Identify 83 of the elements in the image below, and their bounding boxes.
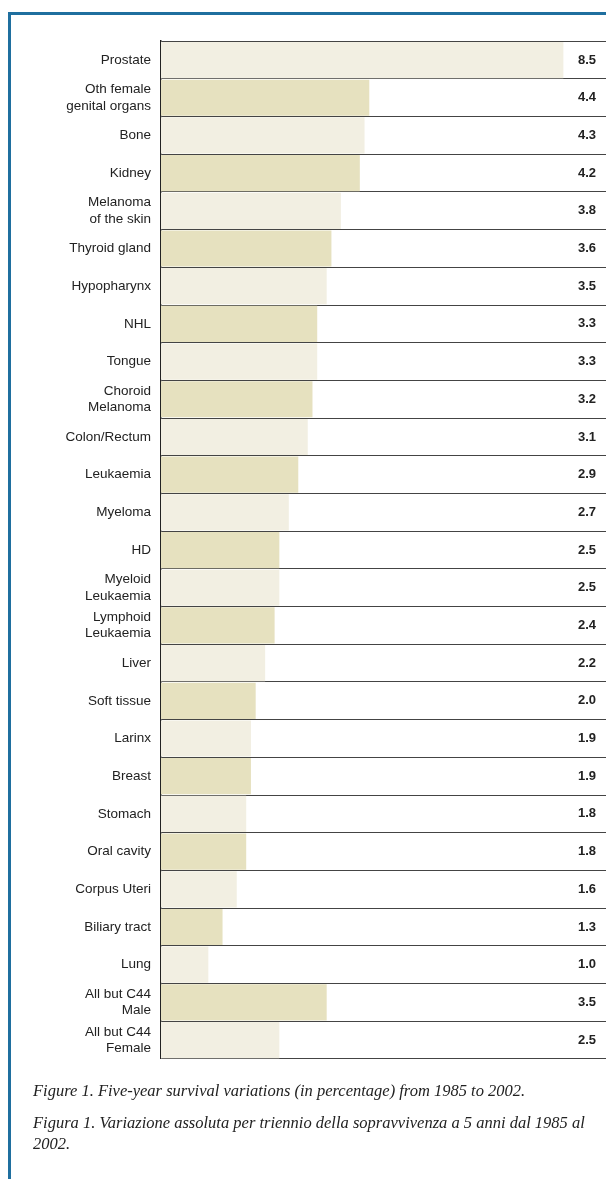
y-tick-label: Choroid Melanoma xyxy=(87,382,152,415)
bar xyxy=(161,908,223,946)
y-tick-label: Breast xyxy=(111,767,152,783)
data-label: 3.1 xyxy=(577,428,596,444)
bar xyxy=(161,795,247,832)
data-label: 1.6 xyxy=(577,880,596,896)
y-tick-label: Liver xyxy=(121,654,152,670)
y-tick-label: Kidney xyxy=(109,164,152,180)
bar xyxy=(161,871,237,908)
bar xyxy=(161,117,365,154)
data-label: 3.5 xyxy=(577,993,596,1009)
data-label: 2.4 xyxy=(577,617,597,633)
data-label: 4.2 xyxy=(577,164,596,180)
bar xyxy=(161,494,289,531)
y-tick-label: Oth female genital organs xyxy=(66,81,152,113)
y-tick-label: Lung xyxy=(120,956,151,972)
bar xyxy=(161,833,247,870)
y-tick-label: Hypopharynx xyxy=(71,277,152,293)
y-tick-label: Bone xyxy=(119,127,151,143)
bar xyxy=(161,155,360,192)
data-label: 4.4 xyxy=(577,89,597,105)
y-tick-label: Thyroid gland xyxy=(69,240,151,256)
data-label: 1.3 xyxy=(577,918,596,934)
data-label: 1.9 xyxy=(577,730,596,746)
bar xyxy=(161,79,370,116)
bar xyxy=(161,456,299,493)
y-tick-label: Leukaemia xyxy=(84,466,152,482)
y-tick-label: Biliary tract xyxy=(84,918,152,934)
bar xyxy=(161,41,564,79)
y-tick-label: Myeloma xyxy=(96,504,152,520)
text: Figura 1. Variazione assoluta per triennio della sopravvivenza a 5 anni dal 1985 al 2002. xyxy=(33,1112,586,1154)
data-label: 2.5 xyxy=(577,541,596,557)
data-label: 3.2 xyxy=(577,390,596,406)
data-label: 2.2 xyxy=(577,654,596,670)
y-tick-label: Melanoma of the skin xyxy=(87,194,152,226)
bar xyxy=(161,720,251,757)
data-label: 4.3 xyxy=(577,127,596,143)
y-tick-label: Larinx xyxy=(114,730,152,746)
bar xyxy=(161,682,256,719)
y-tick-label: All but C44 Female xyxy=(84,1023,152,1055)
y-tick-label: Prostate xyxy=(100,51,151,67)
data-label: 3.3 xyxy=(577,315,596,331)
bar xyxy=(161,192,341,229)
data-label: 2.9 xyxy=(577,466,596,482)
data-label: 1.0 xyxy=(577,956,596,972)
bar xyxy=(161,946,209,983)
y-tick-label: Colon/Rectum xyxy=(65,428,151,444)
data-label: 3.8 xyxy=(577,202,596,218)
bar xyxy=(161,531,280,569)
bar xyxy=(161,1021,280,1059)
data-label: 2.7 xyxy=(577,503,596,519)
data-label: 1.9 xyxy=(577,767,596,783)
data-label: 3.6 xyxy=(577,240,596,256)
y-tick-label: NHL xyxy=(123,315,152,331)
y-tick-label: Myeloid Leukaemia xyxy=(84,571,152,603)
bar xyxy=(161,984,327,1021)
bar xyxy=(161,607,275,644)
y-tick-label: Soft tissue xyxy=(87,692,151,708)
bar xyxy=(161,305,318,342)
data-label: 3.5 xyxy=(577,277,596,293)
data-label: 1.8 xyxy=(577,843,596,859)
data-label: 2.5 xyxy=(577,1031,596,1047)
y-tick-label: All but C44 Male xyxy=(84,985,152,1018)
data-label: 1.8 xyxy=(577,805,596,821)
data-label: 2.0 xyxy=(577,692,596,708)
y-tick-label: HD xyxy=(131,541,152,557)
y-tick-label: Oral cavity xyxy=(87,843,152,859)
bar xyxy=(161,381,313,418)
caption: Figure 1. Five-year survival variations (in percentage) from 1985 to 2002. xyxy=(33,1080,527,1101)
bar xyxy=(161,343,318,380)
data-label: 3.3 xyxy=(577,353,596,369)
bar xyxy=(161,758,251,795)
y-tick-label: Stomach xyxy=(97,805,151,821)
data-label: 2.5 xyxy=(577,579,596,595)
y-tick-label: Tongue xyxy=(106,353,151,369)
bar xyxy=(161,230,332,267)
y-tick-label: Corpus Uteri xyxy=(75,881,151,896)
bar xyxy=(161,569,280,606)
bar xyxy=(161,418,308,456)
bar xyxy=(161,268,327,305)
bar xyxy=(161,645,266,682)
data-label: 8.5 xyxy=(577,51,596,67)
y-tick-label: Lymphoid Leukaemia xyxy=(84,609,152,641)
